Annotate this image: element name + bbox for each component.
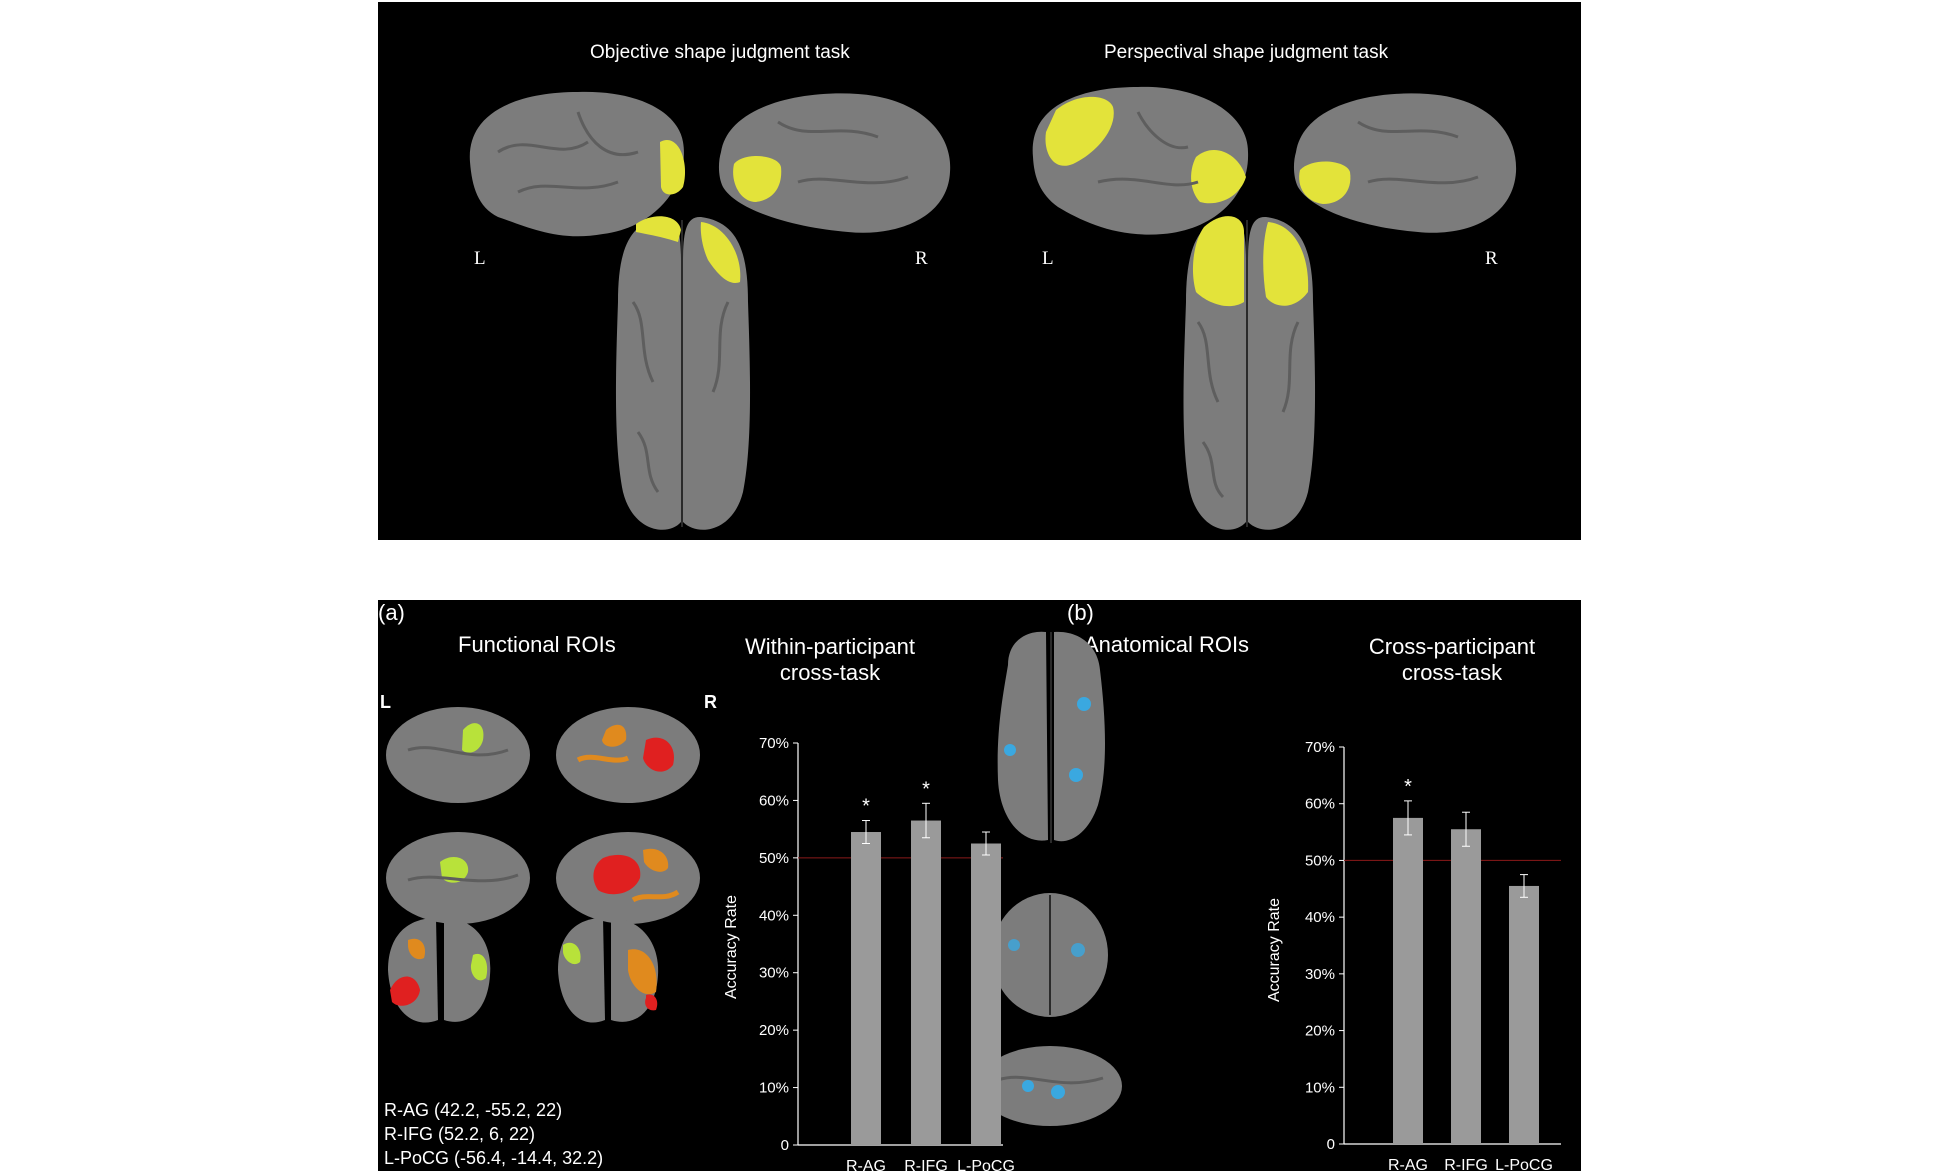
bar (1509, 885, 1539, 1144)
x-tick-label: R-AG (846, 1158, 886, 1171)
y-tick-label: 70% (1305, 739, 1335, 756)
chart-title-line-2: cross-task (780, 660, 881, 685)
brain-top-view-objective (615, 216, 751, 530)
top-brain-renders (469, 86, 1517, 530)
brain-right-lateral-objective (718, 93, 951, 233)
y-axis-label: Accuracy Rate (723, 895, 740, 999)
right-hemisphere-label: R (915, 248, 928, 269)
brain-top-view-perspectival (1183, 216, 1316, 530)
bar (1451, 829, 1481, 1144)
y-tick-label: 20% (759, 1022, 789, 1039)
functional-brain-left-lateral (386, 707, 530, 803)
chart-title-line-1: Within-participant (745, 634, 915, 659)
y-tick-label: 0 (1327, 1136, 1335, 1153)
y-tick-label: 0 (781, 1137, 789, 1154)
significance-marker: * (862, 796, 870, 818)
brain-right-lateral-perspectival (1293, 93, 1517, 233)
left-hemisphere-label: L (380, 692, 391, 712)
significance-marker: * (922, 778, 930, 800)
functional-brain-right-medial (556, 832, 700, 924)
anatomical-brain-top-view (997, 631, 1105, 843)
bottom-brain-renders: Within-participant cross-task Accuracy R… (386, 631, 1561, 1171)
left-task-title: Objective shape judgment task (590, 42, 850, 63)
top-figure-panel: Objective shape judgment task Perspectiv… (378, 2, 1581, 540)
functional-rois-title: Functional ROIs (458, 632, 616, 657)
bar (971, 843, 1001, 1145)
y-tick-label: 60% (1305, 796, 1335, 813)
functional-brain-left-medial (386, 832, 530, 924)
left-hemisphere-label: L (1042, 248, 1054, 269)
roi-coordinate-1: R-AG (42.2, -55.2, 22) (384, 1100, 563, 1120)
right-hemisphere-label: R (704, 692, 717, 712)
panel-b-label: (b) (1067, 600, 1094, 625)
y-tick-label: 10% (1305, 1079, 1335, 1096)
bottom-figure-panel: (a) (b) Functional ROIs Anatomical ROIs … (378, 600, 1581, 1171)
bar (911, 820, 941, 1145)
y-tick-label: 70% (759, 735, 789, 752)
functional-brain-posterior-right (558, 918, 659, 1023)
roi-coordinate-2: R-IFG (52.2, 6, 22) (384, 1124, 536, 1144)
functional-brain-right-lateral (556, 707, 700, 803)
y-tick-label: 30% (1305, 966, 1335, 983)
y-tick-label: 50% (1305, 852, 1335, 869)
roi-coordinate-3: L-PoCG (-56.4, -14.4, 32.2) (384, 1148, 604, 1168)
left-hemisphere-label: L (474, 248, 486, 269)
y-axis-label: Accuracy Rate (1266, 898, 1283, 1002)
x-tick-label: R-IFG (1444, 1157, 1488, 1171)
right-hemisphere-label: R (1485, 248, 1498, 269)
anatomical-rois-title: Anatomical ROIs (1084, 632, 1250, 657)
panel-a-label: (a) (378, 600, 405, 625)
y-tick-label: 50% (759, 850, 789, 867)
x-tick-label: R-IFG (904, 1158, 948, 1171)
bar (851, 832, 881, 1145)
significance-marker: * (1404, 776, 1412, 798)
x-tick-label: R-AG (1388, 1157, 1428, 1171)
x-tick-label: L-PoCG (1495, 1157, 1553, 1171)
chart-title-line-2: cross-task (1402, 660, 1503, 685)
y-tick-label: 60% (759, 792, 789, 809)
y-tick-label: 40% (1305, 909, 1335, 926)
functional-brain-posterior-left (388, 918, 491, 1023)
brain-left-lateral-perspectival (1032, 86, 1249, 235)
within-participant-chart: Within-participant cross-task Accuracy R… (723, 634, 1015, 1171)
chart-title-line-1: Cross-participant (1369, 634, 1535, 659)
anatomical-brain-lateral-view (978, 1046, 1122, 1126)
y-tick-label: 20% (1305, 1023, 1335, 1040)
brain-left-lateral-objective (469, 91, 686, 237)
bar (1393, 817, 1423, 1144)
anatomical-brain-posterior-view (992, 893, 1108, 1017)
x-tick-label: L-PoCG (957, 1158, 1015, 1171)
y-tick-label: 10% (759, 1080, 789, 1097)
y-tick-label: 30% (759, 965, 789, 982)
right-task-title: Perspectival shape judgment task (1104, 42, 1389, 63)
y-tick-label: 40% (759, 907, 789, 924)
cross-participant-chart: Cross-participant cross-task Accuracy Ra… (1266, 634, 1561, 1171)
